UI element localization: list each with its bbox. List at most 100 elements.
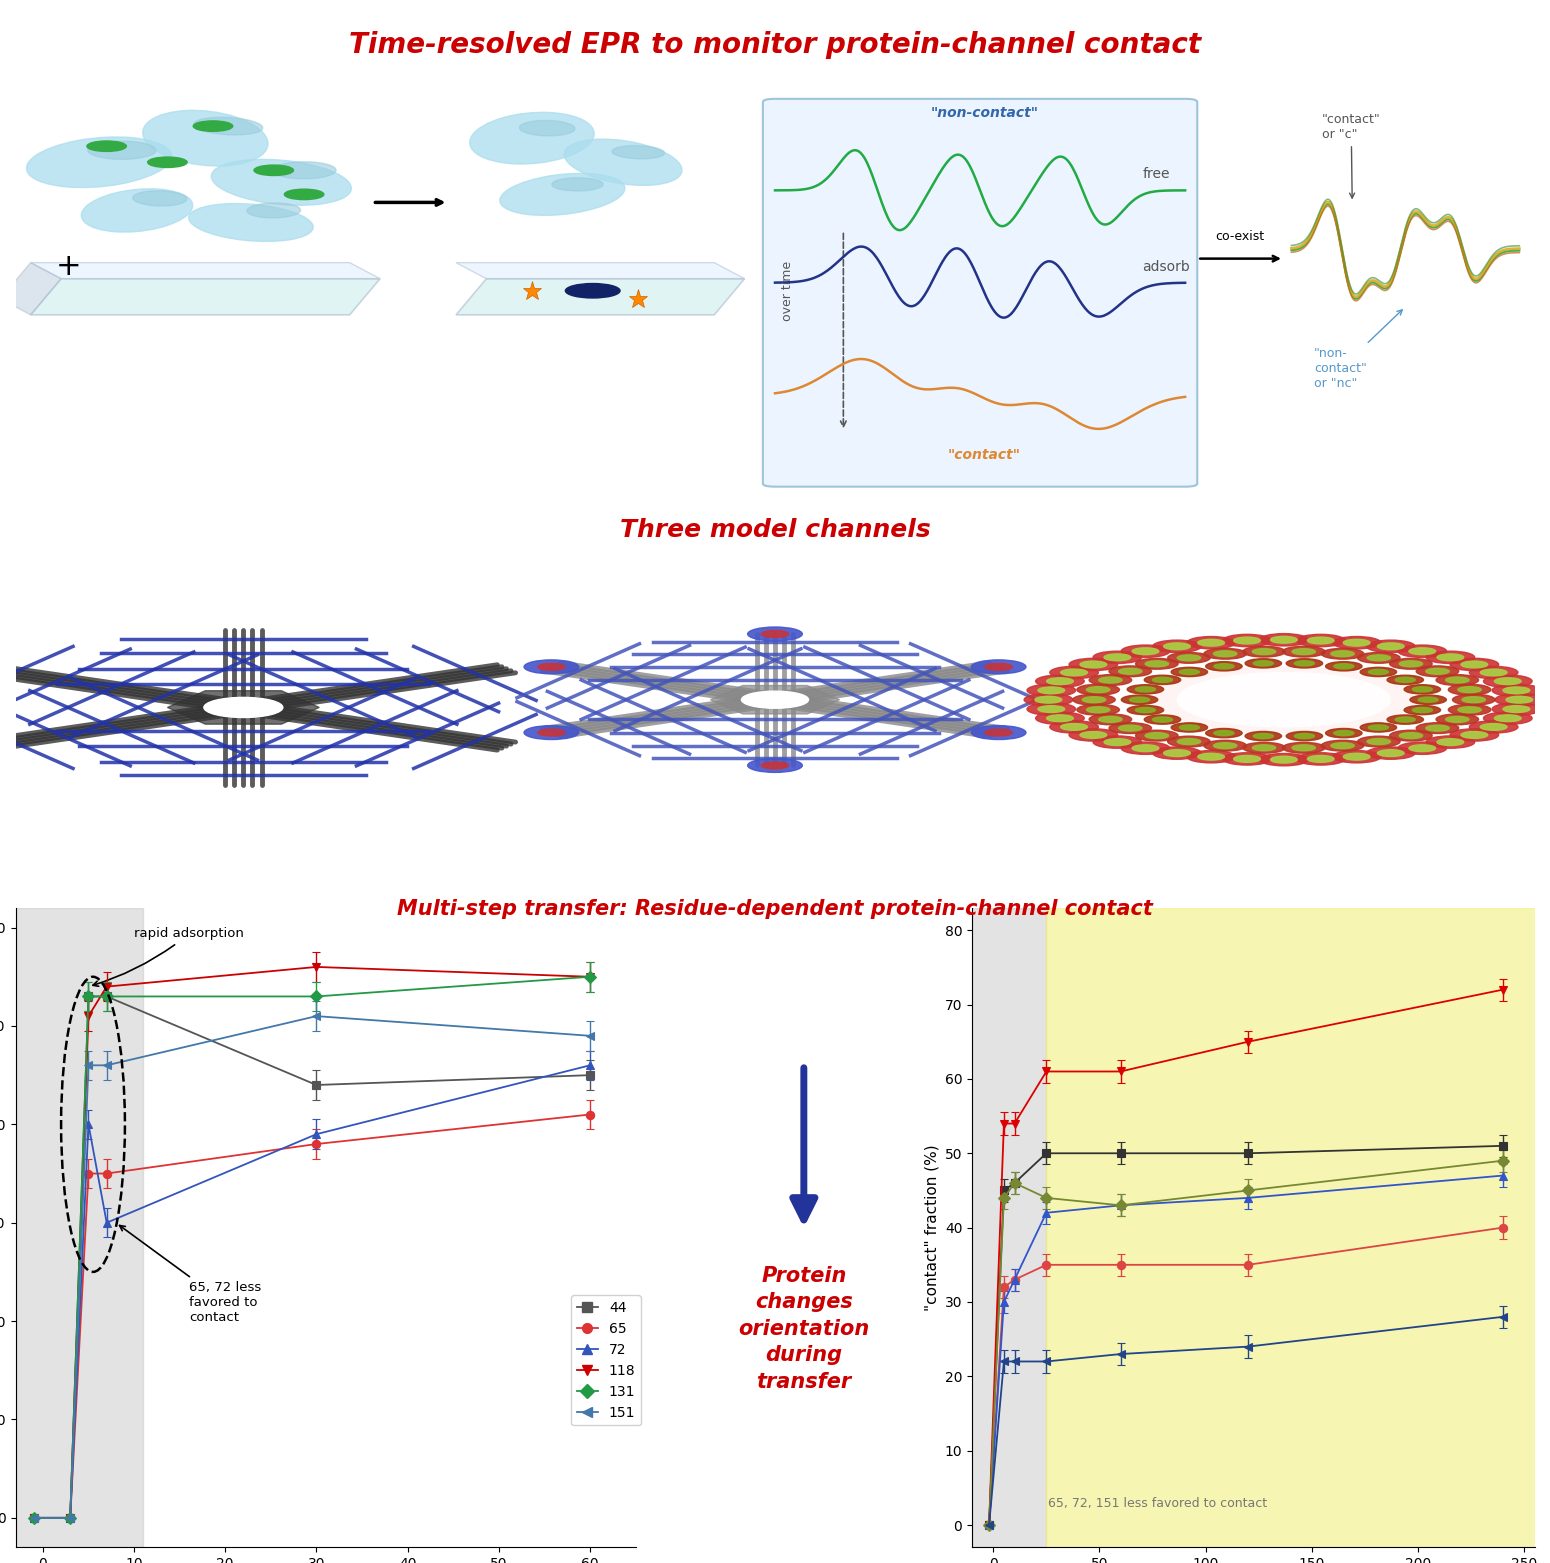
Circle shape	[1395, 677, 1415, 683]
Circle shape	[1398, 742, 1446, 755]
Text: 65, 72 less
favored to
contact: 65, 72 less favored to contact	[119, 1225, 260, 1324]
Circle shape	[1426, 736, 1474, 749]
Circle shape	[1132, 746, 1159, 752]
Circle shape	[1121, 696, 1158, 705]
Bar	[1046, 908, 1534, 1547]
Circle shape	[524, 725, 578, 739]
Circle shape	[1367, 739, 1390, 744]
Circle shape	[1223, 753, 1271, 764]
Circle shape	[747, 627, 803, 641]
Circle shape	[1286, 731, 1322, 741]
Text: over time: over time	[781, 261, 794, 320]
Circle shape	[1136, 686, 1155, 692]
Circle shape	[1234, 755, 1260, 763]
Circle shape	[1378, 642, 1404, 650]
Circle shape	[1099, 677, 1122, 683]
Circle shape	[747, 758, 803, 772]
Circle shape	[1028, 685, 1076, 697]
Circle shape	[1070, 658, 1118, 671]
Text: "contact": "contact"	[949, 449, 1021, 463]
Circle shape	[1099, 716, 1122, 722]
Polygon shape	[710, 686, 840, 714]
Ellipse shape	[470, 113, 594, 164]
Circle shape	[1243, 742, 1285, 753]
Circle shape	[1214, 664, 1234, 669]
Circle shape	[1296, 635, 1345, 647]
Circle shape	[761, 761, 789, 769]
Polygon shape	[0, 263, 60, 314]
Circle shape	[1104, 653, 1132, 661]
Circle shape	[1335, 730, 1353, 736]
Text: "non-contact": "non-contact"	[930, 106, 1038, 120]
Circle shape	[1187, 636, 1235, 649]
Text: 65, 72, 151 less favored to contact: 65, 72, 151 less favored to contact	[1048, 1497, 1268, 1510]
Circle shape	[1087, 706, 1110, 713]
Circle shape	[1119, 725, 1142, 731]
Circle shape	[1180, 725, 1200, 730]
Ellipse shape	[612, 145, 665, 159]
Circle shape	[1398, 646, 1446, 658]
Circle shape	[147, 156, 188, 167]
Circle shape	[1426, 725, 1449, 731]
Polygon shape	[31, 263, 380, 278]
Circle shape	[538, 663, 566, 671]
Circle shape	[984, 728, 1012, 736]
Circle shape	[1254, 733, 1274, 739]
Circle shape	[984, 663, 1012, 671]
Circle shape	[1121, 742, 1170, 755]
Text: adsorb: adsorb	[1142, 259, 1190, 274]
Circle shape	[1400, 733, 1423, 739]
Ellipse shape	[81, 189, 192, 231]
Circle shape	[1404, 705, 1440, 714]
Circle shape	[1459, 686, 1482, 692]
Circle shape	[1493, 685, 1541, 697]
Circle shape	[1060, 669, 1088, 675]
Circle shape	[1446, 677, 1469, 683]
Ellipse shape	[88, 141, 157, 159]
Circle shape	[1144, 675, 1181, 685]
Circle shape	[1198, 753, 1224, 760]
Circle shape	[1417, 722, 1459, 733]
Circle shape	[1167, 736, 1211, 747]
Circle shape	[1090, 675, 1132, 686]
Circle shape	[1260, 633, 1308, 646]
Text: "non-
contact"
or "nc": "non- contact" or "nc"	[1314, 309, 1403, 391]
Ellipse shape	[143, 111, 268, 166]
Circle shape	[1462, 697, 1485, 703]
Circle shape	[1254, 661, 1274, 666]
Circle shape	[1093, 652, 1142, 664]
Circle shape	[1049, 666, 1099, 678]
Circle shape	[284, 189, 324, 200]
Circle shape	[1426, 669, 1449, 674]
Ellipse shape	[519, 120, 575, 136]
Circle shape	[1333, 750, 1381, 763]
Circle shape	[972, 660, 1026, 674]
Ellipse shape	[564, 139, 682, 186]
Circle shape	[1080, 661, 1107, 667]
Circle shape	[1358, 652, 1400, 663]
Circle shape	[1294, 733, 1314, 739]
Circle shape	[1214, 650, 1237, 656]
Circle shape	[1321, 741, 1364, 752]
Circle shape	[1452, 694, 1496, 705]
Circle shape	[1282, 742, 1325, 753]
Circle shape	[1104, 739, 1132, 746]
Circle shape	[1164, 750, 1190, 756]
Circle shape	[1387, 675, 1423, 685]
Circle shape	[1286, 658, 1322, 667]
Circle shape	[1344, 753, 1370, 760]
Ellipse shape	[26, 138, 172, 188]
Circle shape	[1155, 667, 1414, 733]
Circle shape	[254, 166, 293, 175]
Circle shape	[1198, 639, 1224, 646]
Circle shape	[1035, 696, 1062, 703]
Circle shape	[1245, 731, 1282, 741]
Circle shape	[1080, 731, 1107, 738]
Ellipse shape	[189, 203, 313, 241]
Text: "contact"
or "c": "contact" or "c"	[1322, 113, 1381, 199]
Circle shape	[1378, 750, 1404, 756]
Text: Protein
changes
orientation
during
transfer: Protein changes orientation during trans…	[738, 1266, 870, 1391]
Circle shape	[1153, 717, 1172, 722]
Circle shape	[1426, 652, 1474, 664]
Circle shape	[1144, 714, 1181, 724]
